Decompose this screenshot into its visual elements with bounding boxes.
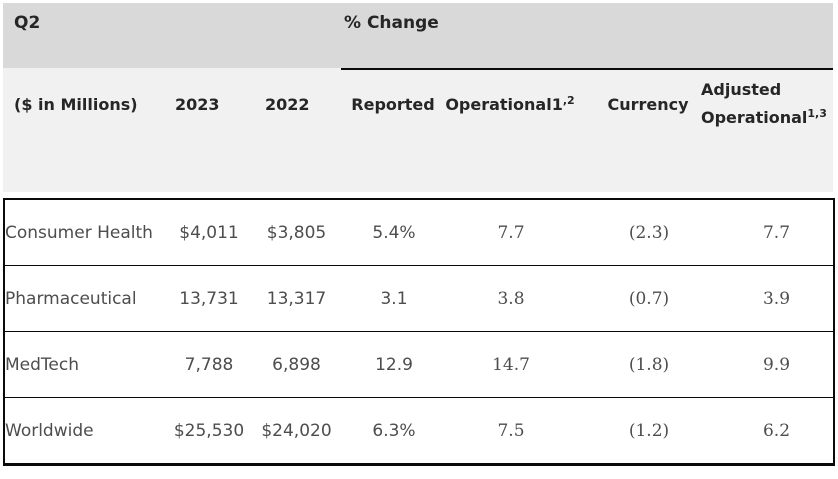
row-label: Worldwide <box>4 397 169 465</box>
cell-operational: 3.8 <box>444 265 578 332</box>
report-table: Q2 % Change ($ in Millions) 2023 2022 Re… <box>3 3 835 466</box>
adjusted-header-line2: Operational <box>701 108 808 127</box>
table-row-medtech: MedTech 7,788 6,898 12.9 14.7 (1.8) 9.9 <box>4 331 834 398</box>
period-title: Q2 <box>14 13 41 33</box>
percent-change-group-header: % Change <box>344 13 439 33</box>
cell-operational: 14.7 <box>444 331 578 398</box>
cell-reported: 3.1 <box>344 265 444 332</box>
row-label: Consumer Health <box>5 222 153 243</box>
row-label: Pharmaceutical <box>4 265 169 332</box>
table-row-consumer-health: Consumer Health $4,011 $3,805 5.4% 7.7 (… <box>4 199 834 266</box>
column-header-currency: Currency <box>607 94 689 114</box>
cell-2023: 13,731 <box>169 265 249 332</box>
cell-2023: 7,788 <box>169 331 249 398</box>
cell-currency: (1.2) <box>578 397 720 465</box>
cell-2023: $4,011 <box>179 222 239 243</box>
adjusted-header-line1: Adjusted <box>701 80 782 99</box>
cell-adjusted-operational: 9.9 <box>720 331 834 398</box>
table-row-pharmaceutical: Pharmaceutical 13,731 13,317 3.1 3.8 (0.… <box>4 265 834 332</box>
cell-operational: 7.7 <box>497 222 525 243</box>
column-header-2023: 2023 <box>175 94 220 114</box>
cell-operational: 7.5 <box>444 397 578 465</box>
column-header-band: ($ in Millions) 2023 2022 Reported Opera… <box>3 68 833 192</box>
cell-2022: $24,020 <box>249 397 344 465</box>
column-header-adjusted-operational: Adjusted Operational1,3 <box>701 78 827 130</box>
operational-header-text: Operational1 <box>445 95 563 114</box>
cell-adjusted-operational: 6.2 <box>720 397 834 465</box>
table-title-band: Q2 % Change <box>3 3 833 68</box>
column-header-row: ($ in Millions) 2023 2022 Reported Opera… <box>3 68 833 130</box>
cell-2022: $3,805 <box>266 222 327 243</box>
operational-footnote-marker: ,2 <box>562 94 575 107</box>
row-label: MedTech <box>4 331 169 398</box>
cell-reported: 5.4% <box>372 222 416 243</box>
table-row-worldwide: Worldwide $25,530 $24,020 6.3% 7.5 (1.2)… <box>4 397 834 465</box>
column-header-unit-label: ($ in Millions) <box>14 94 138 114</box>
cell-2022: 13,317 <box>249 265 344 332</box>
column-header-2022: 2022 <box>265 94 310 114</box>
column-header-operational: Operational1,2 <box>443 94 577 114</box>
cell-2023: $25,530 <box>169 397 249 465</box>
cell-reported: 12.9 <box>344 331 444 398</box>
cell-2022: 6,898 <box>249 331 344 398</box>
data-table: Consumer Health $4,011 $3,805 5.4% 7.7 (… <box>3 198 835 466</box>
cell-currency: (2.3) <box>628 222 670 243</box>
cell-currency: (1.8) <box>578 331 720 398</box>
adjusted-footnote-marker: 1,3 <box>807 107 827 120</box>
cell-reported: 6.3% <box>344 397 444 465</box>
header-body-gap <box>3 192 833 198</box>
cell-currency: (0.7) <box>578 265 720 332</box>
cell-adjusted-operational: 7.7 <box>762 222 791 243</box>
percent-change-underline <box>341 68 833 70</box>
cell-adjusted-operational: 3.9 <box>720 265 834 332</box>
column-header-reported: Reported <box>351 94 435 114</box>
